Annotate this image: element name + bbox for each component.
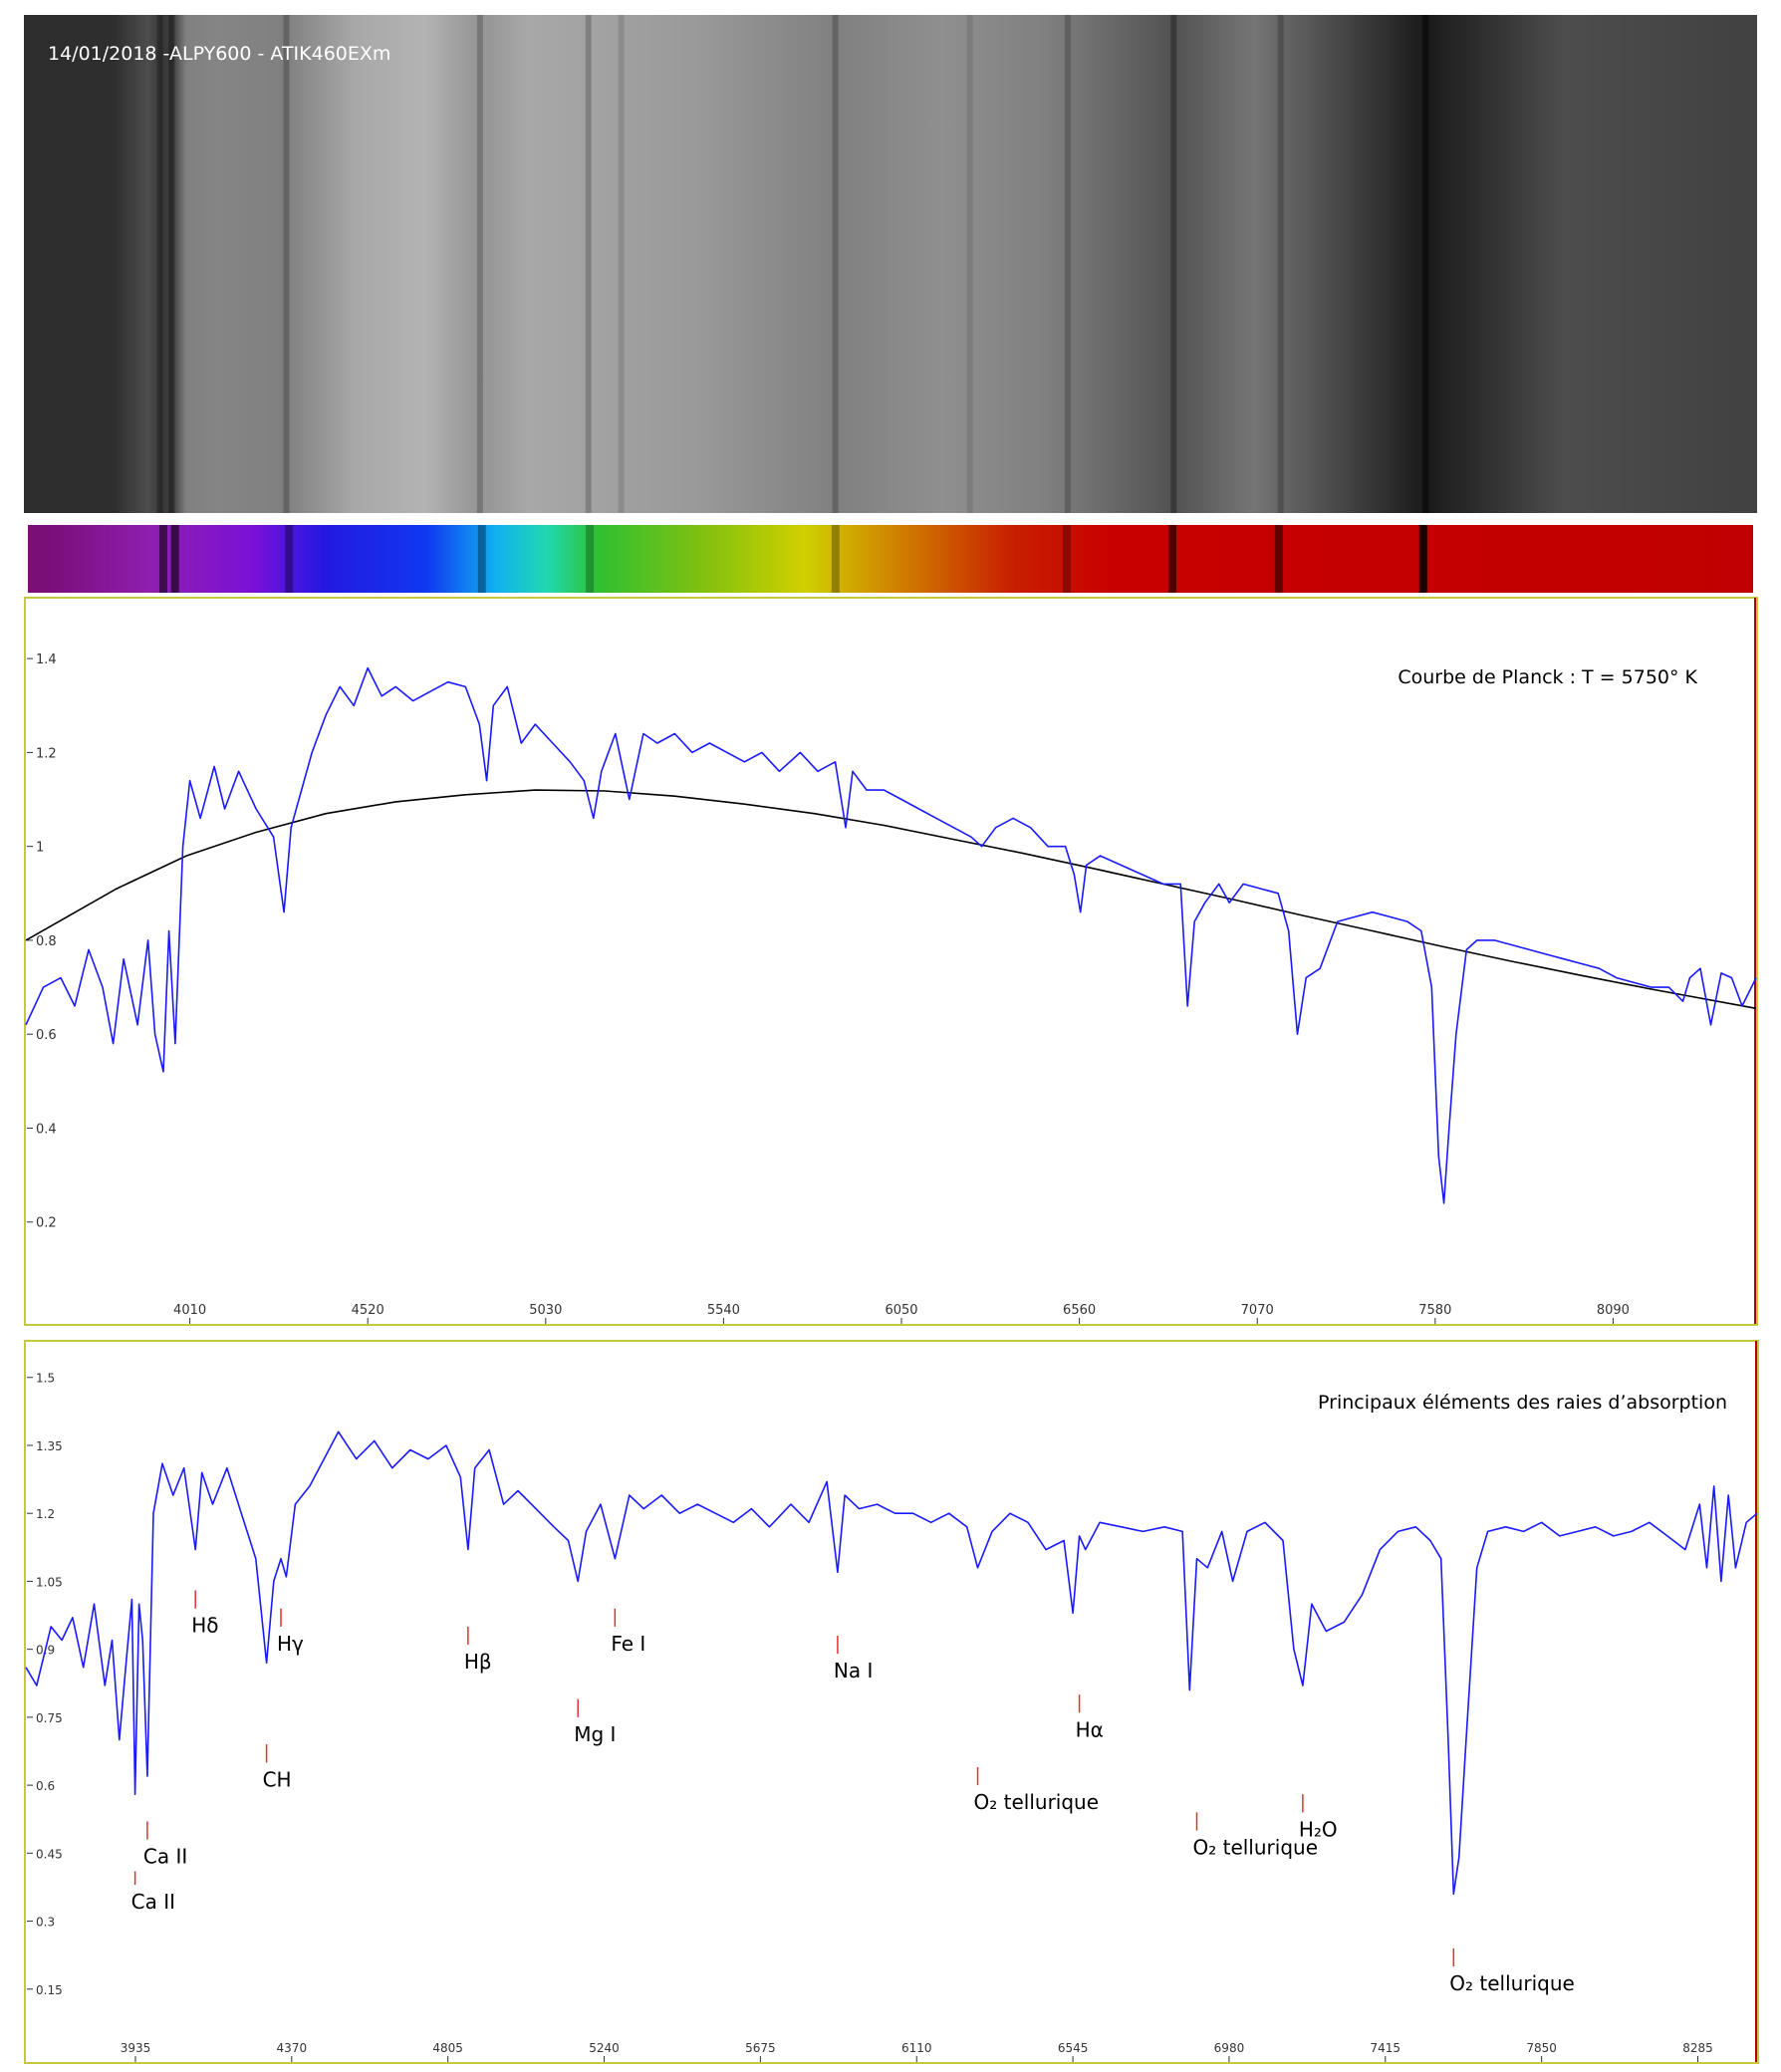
image-absorption-band	[585, 15, 592, 513]
line-label: Mg I	[574, 1722, 616, 1746]
planck-curve	[25, 789, 1757, 1010]
y-tick-label: 1.35	[36, 1439, 63, 1453]
line-label: Hδ	[191, 1614, 218, 1638]
color-strip-absorption-band	[1062, 525, 1071, 593]
synthetic-color-spectrum	[28, 525, 1753, 593]
y-tick-label: 0.6	[36, 1779, 55, 1793]
chart-title: Courbe de Planck : T = 5750° K	[1398, 666, 1697, 688]
planck-curve-chart: 0.2 0.4 0.6 0.8 1 1.2 1.4 4010 4520 5030 5540 6050 6…	[24, 597, 1758, 1326]
y-tick-label: 0.75	[36, 1711, 63, 1725]
x-tick-label: 6050	[885, 1303, 917, 1318]
line-label: Hγ	[277, 1632, 304, 1656]
y-tick-label: 0.6	[36, 1028, 57, 1043]
y-tick-label: 0.8	[36, 934, 57, 949]
color-strip-absorption-band	[1418, 525, 1427, 593]
line-label: Hα	[1076, 1717, 1104, 1741]
synthetic-color-spectrum-bands	[28, 525, 1753, 593]
planck-curve-chart-svg: 0.2 0.4 0.6 0.8 1 1.2 1.4 4010 4520 5030 5540 6050 6…	[24, 597, 1758, 1326]
color-strip-absorption-band	[477, 525, 486, 593]
image-absorption-band	[618, 15, 625, 513]
x-tick-label: 4010	[173, 1303, 206, 1318]
image-absorption-band	[1170, 15, 1177, 513]
spectrum-line	[25, 1430, 1758, 1896]
spectrum-raw-image-bands	[24, 15, 1757, 513]
x-tick-label: 4520	[352, 1303, 384, 1318]
y-tick-label: 0.15	[36, 1983, 63, 1997]
x-tick-label: 8090	[1597, 1303, 1630, 1318]
y-tick-label: 1.05	[36, 1575, 63, 1589]
y-tick-label: 0.2	[36, 1216, 57, 1231]
color-strip-absorption-band	[170, 525, 179, 593]
image-caption: 14/01/2018 -ALPY600 - ATIK460EXm	[48, 43, 391, 65]
x-tick-label: 3935	[121, 2041, 151, 2055]
color-strip-absorption-band	[1167, 525, 1176, 593]
spectrum-line	[25, 666, 1757, 1204]
color-strip-absorption-band	[285, 525, 294, 593]
y-tick-label: 0.45	[36, 1847, 63, 1861]
line-label: Na I	[834, 1659, 873, 1683]
image-absorption-band	[1064, 15, 1071, 513]
x-tick-label: 4370	[277, 2041, 308, 2055]
chart-frame	[24, 1340, 1759, 2064]
color-strip-background	[28, 525, 1753, 593]
y-tick-label: 1.2	[36, 746, 57, 761]
y-tick-label: 1.5	[36, 1372, 55, 1386]
line-label: CH	[263, 1767, 292, 1791]
spectrum-raw-image: 14/01/2018 -ALPY600 - ATIK460EXm	[24, 15, 1757, 513]
x-tick-label: 7070	[1241, 1303, 1274, 1318]
x-tick-label: 7415	[1371, 2041, 1401, 2055]
color-strip-absorption-band	[158, 525, 167, 593]
image-absorption-band	[283, 15, 290, 513]
x-tick-label: 5540	[707, 1303, 740, 1318]
absorption-lines-chart: 0.15 0.3 0.45 0.6 0.75 0.9 1.05 1.2 1.35 1.5 3935 4…	[24, 1340, 1759, 2064]
image-background	[24, 15, 1757, 513]
image-absorption-band	[156, 15, 163, 513]
image-absorption-band	[476, 15, 483, 513]
color-strip-absorption-band	[586, 525, 595, 593]
line-label: Hβ	[464, 1650, 492, 1674]
chart-frame	[24, 597, 1758, 1326]
image-absorption-band	[832, 15, 839, 513]
x-tick-label: 7580	[1418, 1303, 1451, 1318]
x-tick-label: 6545	[1058, 2041, 1089, 2055]
color-strip-absorption-band	[1274, 525, 1283, 593]
x-tick-label: 4805	[432, 2041, 463, 2055]
line-label: H₂O	[1299, 1817, 1338, 1841]
y-tick-label: 1.2	[36, 1507, 55, 1521]
y-tick-label: 1	[36, 841, 44, 856]
chart-title: Principaux éléments des raies d’absorpti…	[1318, 1392, 1727, 1414]
image-absorption-band	[966, 15, 973, 513]
x-tick-label: 5675	[745, 2041, 776, 2055]
image-absorption-band	[1277, 15, 1284, 513]
line-label: O₂ tellurique	[1449, 1971, 1575, 1995]
line-label: Ca II	[143, 1845, 187, 1869]
y-tick-label: 0.3	[36, 1916, 55, 1930]
x-tick-label: 8285	[1682, 2041, 1713, 2055]
line-label: O₂ tellurique	[1192, 1836, 1318, 1860]
x-tick-label: 5240	[589, 2041, 620, 2055]
x-tick-label: 6560	[1063, 1303, 1096, 1318]
line-label: O₂ tellurique	[974, 1790, 1100, 1814]
x-tick-label: 5030	[529, 1303, 562, 1318]
color-strip-absorption-band	[831, 525, 840, 593]
image-absorption-band	[1422, 15, 1429, 513]
x-tick-label: 6980	[1214, 2041, 1245, 2055]
x-tick-label: 7850	[1526, 2041, 1557, 2055]
line-label: Ca II	[131, 1890, 175, 1914]
x-tick-label: 6110	[901, 2041, 932, 2055]
y-tick-label: 1.4	[36, 652, 57, 667]
image-absorption-band	[168, 15, 175, 513]
line-label: Fe I	[611, 1632, 645, 1656]
y-tick-label: 0.4	[36, 1122, 57, 1137]
